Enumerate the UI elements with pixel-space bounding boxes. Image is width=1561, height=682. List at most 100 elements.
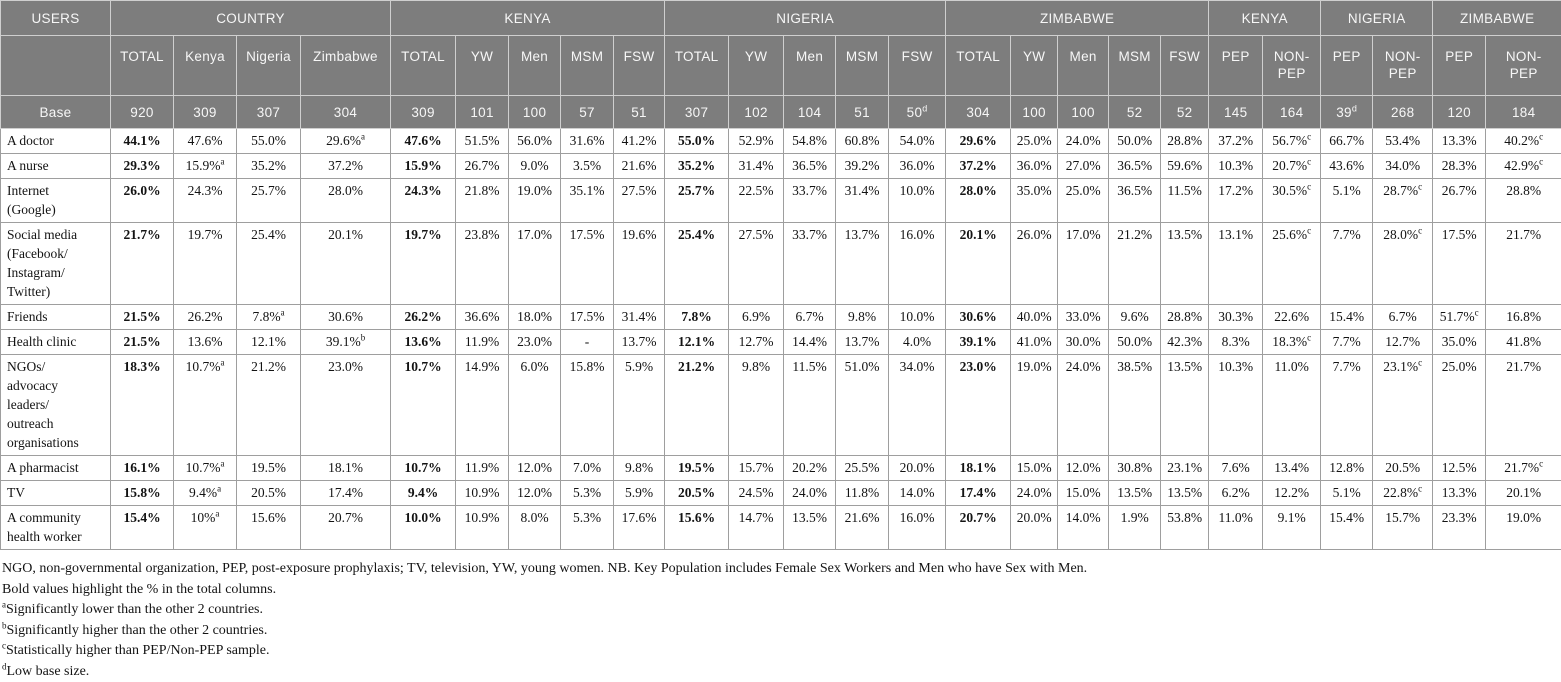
cell-r0-c12: 60.8% xyxy=(836,129,889,154)
cell-r1-c11: 36.5% xyxy=(784,154,836,179)
cell-r9-c24: 19.0% xyxy=(1486,506,1561,550)
col-header-9-fsw: FSW xyxy=(614,36,665,96)
cell-r7-c23: 12.5% xyxy=(1433,456,1486,481)
cell-r3-c21: 7.7% xyxy=(1321,223,1373,305)
cell-r9-c10: 14.7% xyxy=(729,506,784,550)
base-value-21: 39d xyxy=(1321,96,1373,129)
cell-r6-c15: 19.0% xyxy=(1011,355,1058,456)
cell-r9-c3: 20.7% xyxy=(301,506,391,550)
cell-r2-c6: 19.0% xyxy=(509,179,561,223)
cell-r7-c19: 7.6% xyxy=(1209,456,1263,481)
cell-r5-c19: 8.3% xyxy=(1209,330,1263,355)
cell-r5-c0: 21.5% xyxy=(111,330,174,355)
base-value-14: 304 xyxy=(946,96,1011,129)
base-value-6: 100 xyxy=(509,96,561,129)
cell-r5-c2: 12.1% xyxy=(237,330,301,355)
row-label-4: Friends xyxy=(1,305,111,330)
col-header-5-total: TOTAL xyxy=(391,36,456,96)
cell-r5-c1: 13.6% xyxy=(174,330,237,355)
cell-r3-c2: 25.4% xyxy=(237,223,301,305)
cell-r2-c20: 30.5%c xyxy=(1263,179,1321,223)
cell-r5-c17: 50.0% xyxy=(1109,330,1161,355)
cell-r9-c23: 23.3% xyxy=(1433,506,1486,550)
footnotes: NGO, non-governmental organization, PEP,… xyxy=(0,550,1561,682)
cell-r0-c22: 53.4% xyxy=(1373,129,1433,154)
cell-r4-c0: 21.5% xyxy=(111,305,174,330)
cell-r5-c3: 39.1%b xyxy=(301,330,391,355)
cell-r8-c24: 20.1% xyxy=(1486,481,1561,506)
cell-r9-c11: 13.5% xyxy=(784,506,836,550)
cell-r5-c12: 13.7% xyxy=(836,330,889,355)
cell-r6-c21: 7.7% xyxy=(1321,355,1373,456)
cell-r0-c6: 56.0% xyxy=(509,129,561,154)
cell-r7-c16: 12.0% xyxy=(1058,456,1109,481)
cell-r1-c22: 34.0% xyxy=(1373,154,1433,179)
base-value-20: 164 xyxy=(1263,96,1321,129)
cell-r1-c20: 20.7%c xyxy=(1263,154,1321,179)
cell-r8-c12: 11.8% xyxy=(836,481,889,506)
col-header-19-fsw: FSW xyxy=(1161,36,1209,96)
cell-r0-c23: 13.3% xyxy=(1433,129,1486,154)
cell-r2-c16: 25.0% xyxy=(1058,179,1109,223)
table-row-3: Social media (Facebook/ Instagram/ Twitt… xyxy=(1,223,1561,305)
cell-r2-c3: 28.0% xyxy=(301,179,391,223)
cell-r2-c18: 11.5% xyxy=(1161,179,1209,223)
cell-r8-c5: 10.9% xyxy=(456,481,509,506)
cell-r7-c7: 7.0% xyxy=(561,456,614,481)
cell-r0-c9: 55.0% xyxy=(665,129,729,154)
cell-r4-c17: 9.6% xyxy=(1109,305,1161,330)
cell-r9-c17: 1.9% xyxy=(1109,506,1161,550)
cell-r4-c8: 31.4% xyxy=(614,305,665,330)
cell-r6-c11: 11.5% xyxy=(784,355,836,456)
cell-r5-c11: 14.4% xyxy=(784,330,836,355)
cell-r5-c14: 39.1% xyxy=(946,330,1011,355)
cell-r0-c0: 44.1% xyxy=(111,129,174,154)
cell-r8-c22: 22.8%c xyxy=(1373,481,1433,506)
cell-r8-c17: 13.5% xyxy=(1109,481,1161,506)
cell-r4-c2: 7.8%a xyxy=(237,305,301,330)
cell-r3-c9: 25.4% xyxy=(665,223,729,305)
base-value-1: 309 xyxy=(174,96,237,129)
cell-r6-c16: 24.0% xyxy=(1058,355,1109,456)
cell-r4-c22: 6.7% xyxy=(1373,305,1433,330)
cell-r5-c22: 12.7% xyxy=(1373,330,1433,355)
col-header-12-men: Men xyxy=(784,36,836,96)
cell-r9-c5: 10.9% xyxy=(456,506,509,550)
cell-r9-c14: 20.7% xyxy=(946,506,1011,550)
cell-r8-c14: 17.4% xyxy=(946,481,1011,506)
cell-r5-c4: 13.6% xyxy=(391,330,456,355)
cell-r5-c13: 4.0% xyxy=(889,330,946,355)
cell-r1-c16: 27.0% xyxy=(1058,154,1109,179)
cell-r7-c20: 13.4% xyxy=(1263,456,1321,481)
cell-r7-c1: 10.7%a xyxy=(174,456,237,481)
base-value-16: 100 xyxy=(1058,96,1109,129)
cell-r7-c8: 9.8% xyxy=(614,456,665,481)
cell-r7-c21: 12.8% xyxy=(1321,456,1373,481)
row-label-2: Internet (Google) xyxy=(1,179,111,223)
cell-r0-c13: 54.0% xyxy=(889,129,946,154)
cell-r4-c24: 16.8% xyxy=(1486,305,1561,330)
header-group-7-zimbabwe: ZIMBABWE xyxy=(1433,1,1561,36)
cell-r6-c14: 23.0% xyxy=(946,355,1011,456)
cell-r7-c3: 18.1% xyxy=(301,456,391,481)
cell-r8-c6: 12.0% xyxy=(509,481,561,506)
cell-r0-c8: 41.2% xyxy=(614,129,665,154)
col-header-20-pep: PEP xyxy=(1209,36,1263,96)
cell-r3-c15: 26.0% xyxy=(1011,223,1058,305)
cell-r9-c6: 8.0% xyxy=(509,506,561,550)
cell-r7-c4: 10.7% xyxy=(391,456,456,481)
cell-r4-c16: 33.0% xyxy=(1058,305,1109,330)
cell-r8-c9: 20.5% xyxy=(665,481,729,506)
col-header-25-non--pep: NON- PEP xyxy=(1486,36,1561,96)
row-label-7: A pharmacist xyxy=(1,456,111,481)
cell-r6-c22: 23.1%c xyxy=(1373,355,1433,456)
header-group-4-zimbabwe: ZIMBABWE xyxy=(946,1,1209,36)
cell-r8-c16: 15.0% xyxy=(1058,481,1109,506)
cell-r1-c21: 43.6% xyxy=(1321,154,1373,179)
base-value-18: 52 xyxy=(1161,96,1209,129)
base-value-13: 50d xyxy=(889,96,946,129)
cell-r5-c16: 30.0% xyxy=(1058,330,1109,355)
cell-r5-c7: - xyxy=(561,330,614,355)
cell-r1-c1: 15.9%a xyxy=(174,154,237,179)
